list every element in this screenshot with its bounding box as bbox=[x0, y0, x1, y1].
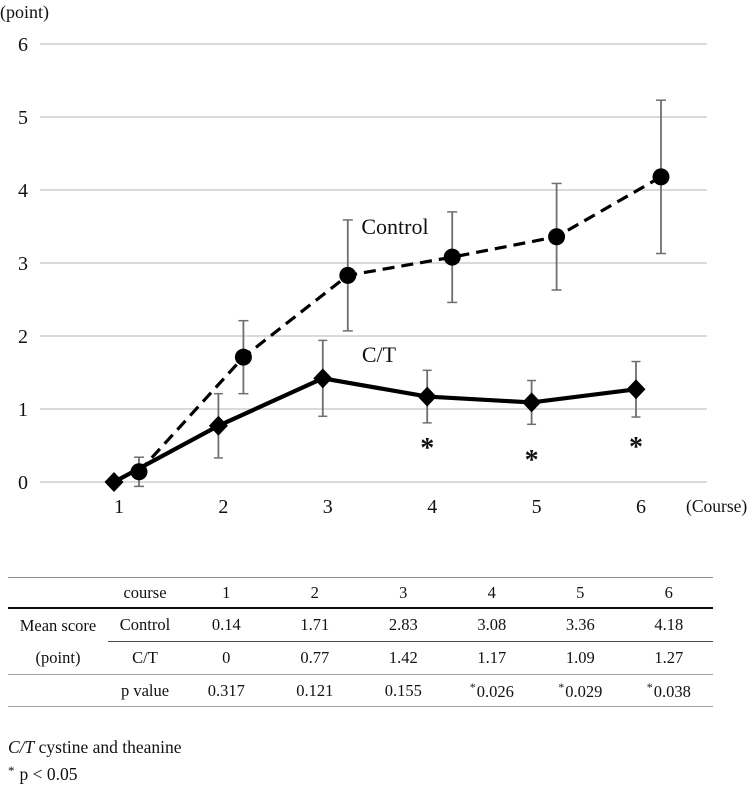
p-value-cell: 0.155 bbox=[359, 674, 448, 707]
abbrev-term: C/T bbox=[8, 737, 35, 757]
significance-marker: * bbox=[646, 679, 654, 694]
significance-marker: * bbox=[558, 679, 566, 694]
table-header-cell: 3 bbox=[359, 577, 448, 609]
x-tick-label: 6 bbox=[636, 496, 646, 518]
y-tick-label: 4 bbox=[18, 180, 28, 202]
significance-asterisk: * bbox=[525, 445, 539, 476]
x-tick-label: 1 bbox=[114, 496, 124, 518]
p-value-cell: *0.029 bbox=[536, 674, 625, 707]
y-axis-title: (point) bbox=[0, 2, 49, 22]
y-tick-label: 1 bbox=[18, 399, 28, 421]
table-row-control: Mean score (point) Control 0.14 1.71 2.8… bbox=[8, 608, 713, 675]
control-marker bbox=[234, 348, 252, 366]
y-tick-label: 6 bbox=[18, 34, 28, 56]
footnote-significance: * p < 0.05 bbox=[8, 763, 78, 785]
table-cell: 3.08 bbox=[447, 608, 536, 642]
ct-marker bbox=[104, 472, 124, 492]
p-value-cell: *0.038 bbox=[624, 674, 713, 707]
footnote-abbreviation: C/T cystine and theanine bbox=[8, 737, 182, 758]
table-cell: 1.42 bbox=[359, 641, 448, 675]
table-cell: 1.27 bbox=[624, 641, 713, 675]
table-empty-cell bbox=[8, 674, 108, 707]
significance-marker: * bbox=[469, 679, 477, 694]
control-marker bbox=[652, 168, 670, 186]
table-row-ct: C/T 0 0.77 1.42 1.17 1.09 1.27 bbox=[8, 641, 713, 675]
table-header-cell: 5 bbox=[536, 577, 625, 609]
abbrev-definition: cystine and theanine bbox=[38, 737, 182, 757]
table-header-cell: 4 bbox=[447, 577, 536, 609]
y-tick-label: 0 bbox=[18, 472, 28, 494]
p-value-cell: 0.317 bbox=[182, 674, 271, 707]
control-marker bbox=[548, 228, 566, 246]
y-tick-label: 5 bbox=[18, 107, 28, 129]
group-label-line2: (point) bbox=[35, 647, 81, 667]
table-group-label: Mean score (point) bbox=[8, 608, 108, 675]
table-cell: 1.71 bbox=[270, 608, 359, 642]
mean-score-table: course 1 2 3 4 5 6 Mean score (point) Co… bbox=[8, 577, 713, 707]
x-tick-label: 4 bbox=[427, 496, 437, 518]
y-tick-label: 3 bbox=[18, 253, 28, 275]
ct-series-line bbox=[113, 376, 637, 484]
table-corner-cell bbox=[8, 577, 108, 609]
table-cell: 1.17 bbox=[447, 641, 536, 675]
table-cell: 3.36 bbox=[536, 608, 625, 642]
y-tick-label: 2 bbox=[18, 326, 28, 348]
ct-marker bbox=[626, 379, 646, 400]
group-label-line1: Mean score bbox=[19, 615, 97, 635]
control-series-label: Control bbox=[361, 214, 428, 239]
table-cell: 2.83 bbox=[359, 608, 448, 642]
significance-asterisk: * bbox=[420, 433, 434, 464]
table-row-pvalue: p value 0.317 0.121 0.155 *0.026 *0.029 … bbox=[8, 674, 713, 707]
significance-text: p < 0.05 bbox=[19, 764, 78, 784]
significance-asterisk: * bbox=[629, 432, 643, 463]
table-header-course: course bbox=[108, 577, 182, 609]
ct-marker bbox=[313, 368, 333, 389]
table-header-row: course 1 2 3 4 5 6 bbox=[8, 577, 713, 609]
significance-symbol: * bbox=[8, 763, 15, 778]
p-value-cell: 0.121 bbox=[270, 674, 359, 707]
x-tick-label: 2 bbox=[218, 496, 228, 518]
row-label: Control bbox=[108, 608, 182, 642]
table-cell: 0 bbox=[182, 641, 271, 675]
x-axis-title: (Course) bbox=[686, 496, 747, 516]
ct-marker bbox=[208, 415, 228, 436]
control-marker bbox=[443, 248, 461, 266]
ct-marker bbox=[417, 386, 437, 407]
p-value-cell: *0.026 bbox=[447, 674, 536, 707]
score-line-chart: 0 1 2 3 4 5 6 1 2 3 4 5 6 (Course) Control C/T * * * bbox=[18, 34, 747, 518]
table-cell: 1.09 bbox=[536, 641, 625, 675]
table-header-cell: 2 bbox=[270, 577, 359, 609]
row-label: C/T bbox=[108, 641, 182, 675]
table-header-cell: 6 bbox=[624, 577, 713, 609]
ct-series-label: C/T bbox=[362, 342, 397, 367]
ct-marker bbox=[522, 392, 542, 413]
control-marker bbox=[339, 266, 357, 284]
table-header-cell: 1 bbox=[182, 577, 271, 609]
table-cell: 0.77 bbox=[270, 641, 359, 675]
control-marker bbox=[130, 463, 148, 481]
control-series-line bbox=[137, 175, 662, 473]
x-tick-label: 3 bbox=[323, 496, 333, 518]
row-label: p value bbox=[108, 674, 182, 707]
table-cell: 4.18 bbox=[624, 608, 713, 642]
x-tick-label: 5 bbox=[532, 496, 542, 518]
table-cell: 0.14 bbox=[182, 608, 271, 642]
